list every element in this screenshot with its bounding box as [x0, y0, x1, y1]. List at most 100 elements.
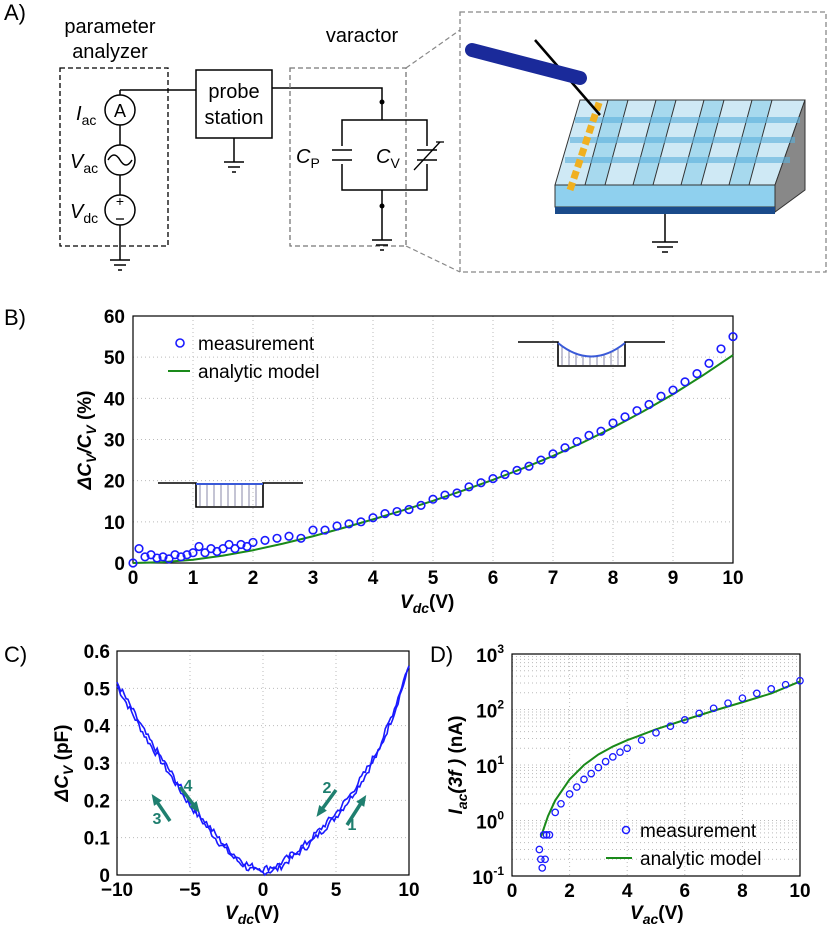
y-tick-label: 0.4	[84, 717, 111, 738]
plot-frame	[116, 650, 410, 876]
measurement-point	[158, 552, 168, 562]
measurement-point	[200, 548, 210, 558]
measurement-point	[536, 855, 545, 864]
x-tick-label: 0	[507, 881, 518, 902]
measurement-point	[584, 430, 594, 440]
chart-d: 10-1 100 101 102 103 0 2 4 6 8 10 measurement analyt…	[446, 642, 811, 927]
x-tick-label: 10	[722, 568, 743, 589]
analyzer-label-line1: parameter	[64, 16, 155, 38]
ground-icon-probe	[224, 161, 244, 173]
measurement-point	[632, 406, 642, 416]
variable-arrow-icon	[413, 141, 441, 171]
measurement-point	[296, 533, 306, 543]
y-axis-label: ΔCV/CV (%)	[75, 391, 99, 491]
y-tick-label: 103	[476, 642, 504, 667]
measurement-point	[716, 344, 726, 354]
measurement-point	[620, 412, 630, 422]
measurement-point	[440, 490, 450, 500]
measurement-point	[680, 716, 689, 724]
x-tick-label: 8	[608, 568, 619, 589]
y-tick-label: 0	[99, 866, 110, 887]
panel-d: D) 10-1 100 101 102 103 0 2 4 6 8 10 measurement ana…	[430, 642, 811, 927]
cp-gap	[334, 146, 350, 164]
measurement-point	[128, 558, 138, 568]
x-tick-label: 6	[680, 881, 691, 902]
measurement-point	[781, 680, 790, 689]
measurement-point	[709, 704, 718, 713]
measurement-point	[476, 478, 486, 488]
measurement-point	[242, 541, 252, 552]
measurement-point	[152, 553, 162, 563]
measurement-point	[796, 676, 804, 685]
measurement-point	[260, 535, 270, 545]
inset-bent-plate	[557, 342, 626, 358]
sweep-arrow-head	[189, 801, 200, 813]
sweep-arrow-label: 1	[348, 817, 357, 834]
sweep-arrow-label: 3	[153, 811, 162, 828]
measurement-point	[572, 436, 582, 447]
y-axis-label: Iac(3f ) (nA)	[446, 716, 470, 815]
x-tick-label: −5	[179, 880, 201, 901]
x-tick-label: 2	[564, 881, 575, 902]
measurement-point	[601, 757, 610, 766]
legend-marker-measurement	[621, 825, 631, 835]
panel-b: B) 0 1 2 3 4 5 6 7 8 9 10 0 10 20 30 40 50 60 measurement a…	[4, 305, 744, 616]
measurement-point	[565, 790, 574, 798]
y-tick-label: 0.5	[84, 679, 111, 700]
measurement-point	[538, 864, 547, 872]
probe-arm	[465, 43, 587, 85]
sweep-arrow-head	[356, 794, 367, 807]
y-tick-label: 20	[104, 472, 125, 493]
measurement-point	[182, 550, 192, 560]
probe-station-box	[195, 69, 273, 139]
legend-label-measurement: measurement	[198, 334, 315, 355]
measurement-point	[176, 552, 186, 562]
inset-flat-outline	[158, 482, 303, 508]
y-tick-label: 0.1	[84, 829, 111, 850]
measurement-point	[692, 369, 702, 379]
ground-icon-analyzer	[110, 259, 130, 271]
measurement-point	[637, 736, 646, 745]
measurement-point	[380, 508, 390, 519]
y-tick-label: 60	[104, 307, 125, 328]
y-tick-label: 102	[476, 698, 504, 723]
measurement-point	[500, 469, 510, 480]
measurement-point	[218, 543, 228, 554]
measurement-point	[272, 533, 282, 543]
iac-label: Iac	[76, 103, 96, 128]
measurement-point	[428, 494, 438, 504]
x-tick-label: 5	[331, 880, 342, 901]
measurement-point	[320, 525, 330, 535]
measurement-point	[536, 455, 546, 465]
measurement-point	[580, 775, 588, 784]
x-tick-label: −10	[101, 880, 133, 901]
probe-to-varactor-wire	[272, 87, 383, 100]
panel-label-a: A)	[4, 0, 26, 25]
series-analytic-model	[539, 680, 801, 838]
x-tick-label: 4	[368, 568, 379, 589]
y-tick-label: 0	[114, 554, 125, 575]
measurement-point	[594, 763, 603, 772]
measurement-point	[170, 550, 180, 560]
measurement-point	[587, 769, 596, 778]
measurement-point	[545, 831, 554, 839]
y-tick-label: 0.6	[84, 642, 110, 663]
legend-label-model: analytic model	[198, 362, 319, 383]
measurement-point	[668, 385, 678, 395]
plot-frame	[511, 653, 801, 877]
series-analytic-model	[132, 354, 734, 564]
x-axis-label: Vac(V)	[630, 903, 684, 927]
measurement-point	[332, 521, 342, 531]
measurement-point	[557, 799, 565, 808]
measurement-point	[704, 358, 714, 368]
measurement-point	[608, 418, 618, 428]
legend-marker-measurement	[175, 338, 185, 348]
x-tick-label: 10	[398, 880, 419, 901]
measurement-point	[644, 399, 654, 410]
device-contact-stripe	[566, 98, 604, 192]
panel-label-b: B)	[4, 305, 26, 330]
y-tick-label: 0.2	[84, 791, 110, 812]
x-axis-label: Vdc(V)	[225, 903, 279, 927]
sweep-arrow-label: 4	[184, 778, 193, 795]
